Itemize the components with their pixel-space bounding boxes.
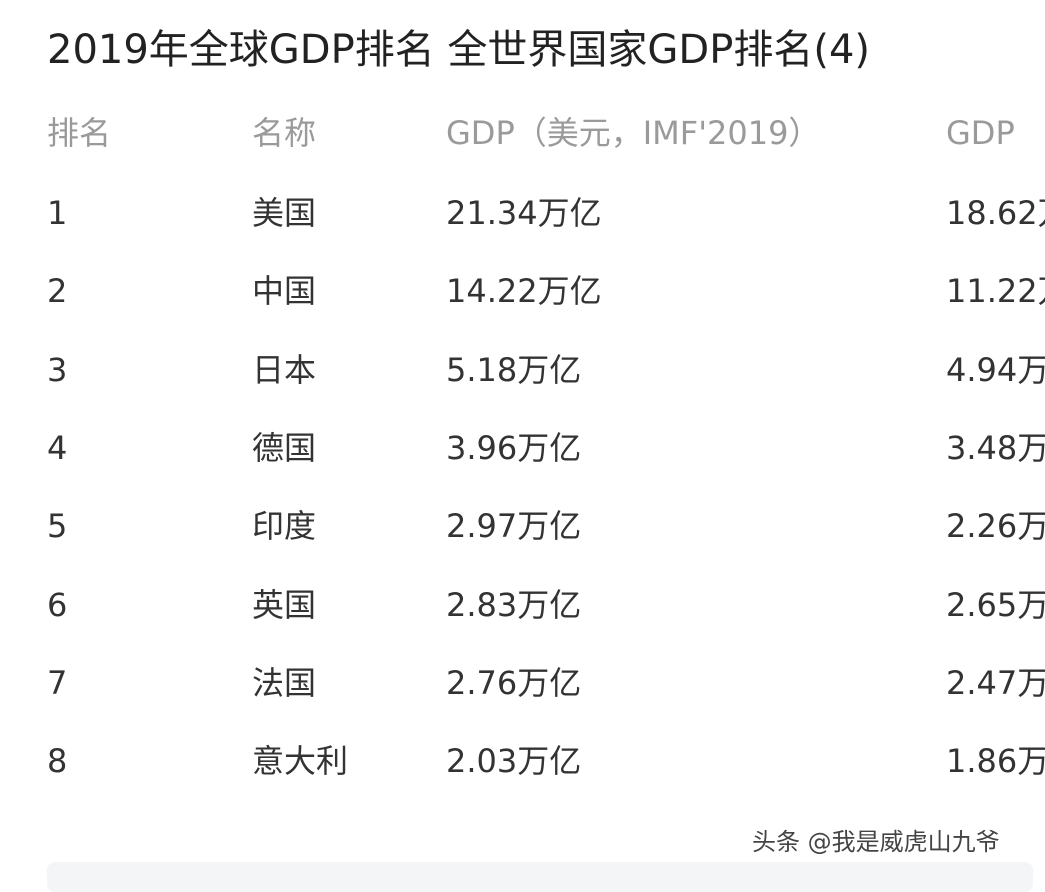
table-cell: 2.26万 [946, 507, 1045, 546]
table-cell: 德国 [252, 428, 317, 467]
column-header: GDP（美元，IMF'2019） [446, 114, 821, 152]
table-cell: 2.47万 [946, 663, 1045, 702]
table-cell: 意大利 [252, 742, 349, 781]
table-cell: 2.97万亿 [446, 507, 582, 546]
column-header: 排名 [47, 114, 112, 152]
table-cell: 8 [47, 742, 68, 781]
page-title: 2019年全球GDP排名 全世界国家GDP排名(4) [47, 27, 871, 73]
table-cell: 英国 [252, 585, 317, 624]
table-cell: 4 [47, 428, 68, 467]
table-cell: 2.03万亿 [446, 742, 582, 781]
table-cell: 6 [47, 585, 68, 624]
table-cell: 印度 [252, 507, 317, 546]
table-cell: 1 [47, 194, 68, 232]
column-header: 名称 [252, 114, 317, 152]
table-cell: 中国 [252, 272, 317, 311]
table-cell: 日本 [252, 350, 317, 389]
watermark: 头条 @我是威虎山九爷 [752, 828, 1000, 856]
table-cell: 5 [47, 507, 68, 546]
table-cell: 2.65万 [946, 585, 1045, 624]
table-cell: 美国 [252, 194, 317, 232]
table-cell: 18.62万 [946, 194, 1045, 232]
table-cell: 7 [47, 663, 68, 702]
table-cell: 14.22万亿 [446, 272, 602, 311]
table-cell: 4.94万 [946, 350, 1045, 389]
table-cell: 3 [47, 350, 68, 389]
table-cell: 21.34万亿 [446, 194, 602, 232]
table-cell: 3.96万亿 [446, 428, 582, 467]
column-header: GDP [946, 114, 1015, 152]
table-cell: 3.48万 [946, 428, 1045, 467]
table-cell: 2.76万亿 [446, 663, 582, 702]
table-cell: 2.83万亿 [446, 585, 582, 624]
table-cell: 法国 [252, 663, 317, 702]
table-cell: 2 [47, 272, 68, 311]
table-cell: 1.86万 [946, 742, 1045, 781]
table-cell: 11.22万 [946, 272, 1045, 311]
bottom-panel [47, 862, 1033, 892]
table-cell: 5.18万亿 [446, 350, 582, 389]
